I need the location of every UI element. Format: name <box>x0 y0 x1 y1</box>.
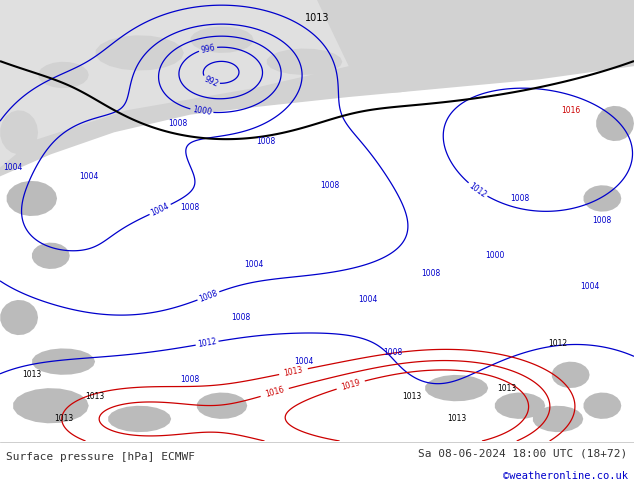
Text: 1008: 1008 <box>593 216 612 225</box>
Polygon shape <box>96 35 184 71</box>
Text: 1004: 1004 <box>244 260 263 269</box>
Text: 1008: 1008 <box>198 288 219 303</box>
Text: 1004: 1004 <box>295 357 314 366</box>
Polygon shape <box>533 406 583 432</box>
Polygon shape <box>0 0 634 176</box>
Text: 1008: 1008 <box>320 181 339 190</box>
Text: 1004: 1004 <box>580 282 599 291</box>
Polygon shape <box>32 348 95 375</box>
Text: 1004: 1004 <box>150 201 171 218</box>
Polygon shape <box>362 66 425 93</box>
Text: 1008: 1008 <box>422 269 441 278</box>
Text: 1008: 1008 <box>181 203 200 212</box>
Text: 1004: 1004 <box>358 295 377 304</box>
Text: 1000: 1000 <box>191 105 212 117</box>
Text: 1008: 1008 <box>181 375 200 384</box>
Text: 1016: 1016 <box>264 386 285 399</box>
Text: 1013: 1013 <box>305 13 329 23</box>
Text: 1004: 1004 <box>79 172 98 181</box>
Text: 1012: 1012 <box>467 181 488 199</box>
Text: 1013: 1013 <box>403 392 422 401</box>
Polygon shape <box>267 49 342 75</box>
Text: 1016: 1016 <box>561 106 580 115</box>
Text: 1008: 1008 <box>231 313 250 322</box>
Text: 1013: 1013 <box>22 370 41 379</box>
Polygon shape <box>596 106 634 141</box>
Text: 1004: 1004 <box>3 163 22 172</box>
Text: 1008: 1008 <box>168 119 187 128</box>
Text: 1013: 1013 <box>86 392 105 401</box>
Polygon shape <box>495 392 545 419</box>
Polygon shape <box>191 26 254 53</box>
Text: 1012: 1012 <box>548 340 567 348</box>
Polygon shape <box>0 300 38 335</box>
Polygon shape <box>32 243 70 269</box>
Text: 1000: 1000 <box>485 251 504 260</box>
Polygon shape <box>39 62 89 88</box>
Text: Surface pressure [hPa] ECMWF: Surface pressure [hPa] ECMWF <box>6 452 195 462</box>
Text: 1019: 1019 <box>340 378 361 392</box>
Text: 1012: 1012 <box>197 337 217 349</box>
Text: 1008: 1008 <box>257 137 276 146</box>
Text: 996: 996 <box>200 43 216 54</box>
Polygon shape <box>583 185 621 212</box>
Text: 1013: 1013 <box>283 365 304 378</box>
Text: 992: 992 <box>202 74 219 89</box>
Polygon shape <box>0 0 349 168</box>
Polygon shape <box>451 57 501 84</box>
Text: 1013: 1013 <box>498 384 517 392</box>
Polygon shape <box>108 406 171 432</box>
Text: 1013: 1013 <box>54 415 73 423</box>
Polygon shape <box>583 392 621 419</box>
Text: Sa 08-06-2024 18:00 UTC (18+72): Sa 08-06-2024 18:00 UTC (18+72) <box>418 448 628 458</box>
Polygon shape <box>425 375 488 401</box>
Polygon shape <box>7 181 57 216</box>
Text: 1008: 1008 <box>510 194 529 203</box>
Polygon shape <box>197 392 247 419</box>
Polygon shape <box>13 388 89 423</box>
Text: ©weatheronline.co.uk: ©weatheronline.co.uk <box>503 471 628 481</box>
Text: 1008: 1008 <box>384 348 403 357</box>
Polygon shape <box>0 110 38 154</box>
Text: 1013: 1013 <box>447 415 466 423</box>
Polygon shape <box>552 362 590 388</box>
